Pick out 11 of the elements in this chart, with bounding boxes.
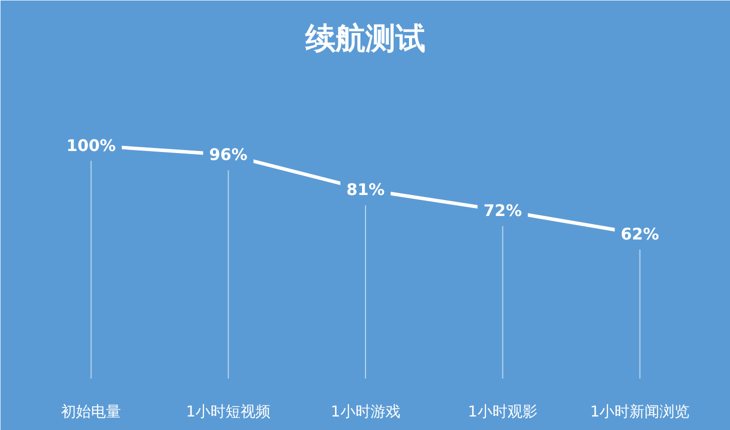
data-label: 62% [620,224,660,244]
data-label: 72% [484,201,522,220]
data-label: 100% [66,136,116,155]
x-tick-label: 1小时观影 [468,402,538,420]
x-tick-label: 1小时短视频 [186,402,271,420]
x-tick-label: 初始电量 [61,402,122,420]
chart-title: 续航测试 [304,22,426,56]
x-tick-label: 1小时新闻浏览 [590,402,690,420]
data-label: 81% [346,180,385,200]
data-label: 96% [209,145,248,164]
x-tick-label: 1小时游戏 [330,402,400,420]
